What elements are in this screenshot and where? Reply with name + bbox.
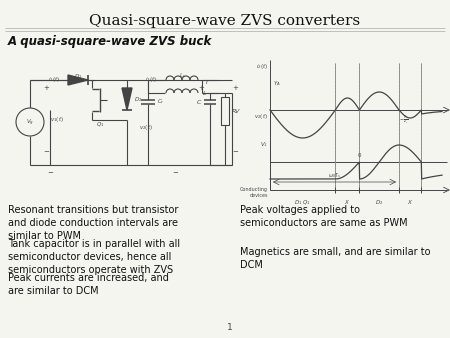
Polygon shape <box>68 75 88 85</box>
Text: +: + <box>232 85 238 91</box>
Text: −: − <box>43 149 49 155</box>
Text: $V$: $V$ <box>234 107 241 115</box>
Text: A quasi-square-wave ZVS buck: A quasi-square-wave ZVS buck <box>8 35 212 48</box>
Text: Peak voltages applied to
semiconductors are same as PWM: Peak voltages applied to semiconductors … <box>240 205 408 228</box>
Text: $V_1$: $V_1$ <box>260 141 268 149</box>
Text: $\omega_0 T_s$: $\omega_0 T_s$ <box>328 171 341 180</box>
Text: $C$: $C$ <box>196 98 202 106</box>
Text: $i_2(t)$: $i_2(t)$ <box>256 62 268 71</box>
Text: −: − <box>47 170 53 176</box>
Text: $D_1\ Q_1$: $D_1\ Q_1$ <box>294 198 311 207</box>
Text: $v_2(t)$: $v_2(t)$ <box>139 123 153 132</box>
Text: Resonant transitions but transistor
and diode conduction intervals are
similar t: Resonant transitions but transistor and … <box>8 205 178 241</box>
Text: $v_1(t)$: $v_1(t)$ <box>50 116 64 124</box>
Text: $v_2(t)$: $v_2(t)$ <box>254 112 268 121</box>
Text: $i_2(t)$: $i_2(t)$ <box>145 75 157 84</box>
Text: $L$: $L$ <box>202 89 207 97</box>
Text: +: + <box>43 85 49 91</box>
Text: $R$: $R$ <box>231 107 237 115</box>
Text: $D_2$: $D_2$ <box>375 198 383 207</box>
Text: $C_r$: $C_r$ <box>157 98 165 106</box>
Text: $X$: $X$ <box>407 198 413 206</box>
Text: $D_2$: $D_2$ <box>134 96 142 104</box>
Text: $Y_A$: $Y_A$ <box>273 79 281 89</box>
Text: $0$: $0$ <box>357 151 362 159</box>
Text: −: − <box>232 149 238 155</box>
Text: +: + <box>198 85 204 91</box>
Polygon shape <box>122 88 132 110</box>
Text: $i_1(t)$: $i_1(t)$ <box>48 75 60 84</box>
Text: −: − <box>172 170 178 176</box>
Circle shape <box>16 108 44 136</box>
Text: $-\frac{Y_A}{Z_r}$: $-\frac{Y_A}{Z_r}$ <box>399 113 409 126</box>
Text: Quasi-square-wave ZVS converters: Quasi-square-wave ZVS converters <box>90 14 360 28</box>
Text: Conducting
devices: Conducting devices <box>240 187 268 198</box>
Text: $Q_1$: $Q_1$ <box>96 120 104 129</box>
Text: 1: 1 <box>227 323 233 332</box>
Text: $X$: $X$ <box>344 198 351 206</box>
Text: $I$: $I$ <box>205 78 209 86</box>
Text: Peak currents are increased, and
are similar to DCM: Peak currents are increased, and are sim… <box>8 273 169 296</box>
Bar <box>221 97 229 125</box>
Text: $L_r$: $L_r$ <box>179 71 185 80</box>
Text: Magnetics are small, and are similar to
DCM: Magnetics are small, and are similar to … <box>240 247 431 270</box>
Text: Tank capacitor is in parallel with all
semiconductor devices, hence all
semicond: Tank capacitor is in parallel with all s… <box>8 239 180 274</box>
Text: $V_g$: $V_g$ <box>26 118 34 128</box>
Text: $D_1$: $D_1$ <box>74 72 82 81</box>
